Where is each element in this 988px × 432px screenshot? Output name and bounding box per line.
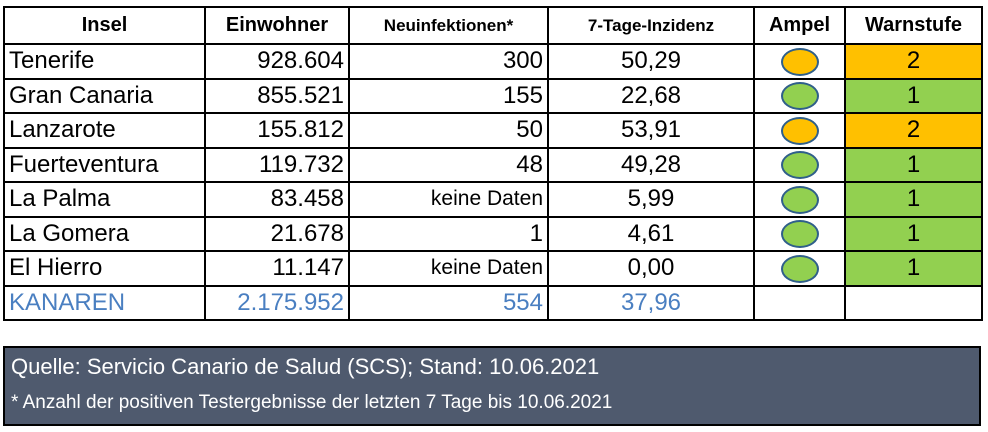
cell-inzidenz: 5,99 xyxy=(547,181,755,218)
total-ampel-empty xyxy=(753,284,846,321)
cell-neuinfektionen: 155 xyxy=(348,77,549,114)
cell-warnstufe: 1 xyxy=(844,181,983,218)
covid-table: Insel Einwohner Neuinfektionen* 7-Tage-I… xyxy=(3,6,983,321)
cell-einwohner: 21.678 xyxy=(204,215,350,252)
header-insel: Insel xyxy=(3,6,206,45)
header-neuinfektionen: Neuinfektionen* xyxy=(348,6,549,45)
total-inzidenz: 37,96 xyxy=(547,284,755,321)
table-row: Fuerteventura 119.732 48 49,28 1 xyxy=(3,146,983,183)
cell-neuinfektionen: keine Daten xyxy=(348,250,549,287)
cell-insel: La Palma xyxy=(3,181,206,218)
covid-table-container: Insel Einwohner Neuinfektionen* 7-Tage-I… xyxy=(3,6,983,321)
cell-neuinfektionen: keine Daten xyxy=(348,181,549,218)
cell-insel: Tenerife xyxy=(3,43,206,80)
cell-einwohner: 11.147 xyxy=(204,250,350,287)
cell-warnstufe: 1 xyxy=(844,77,983,114)
cell-einwohner: 83.458 xyxy=(204,181,350,218)
cell-inzidenz: 0,00 xyxy=(547,250,755,287)
cell-einwohner: 928.604 xyxy=(204,43,350,80)
cell-inzidenz: 49,28 xyxy=(547,146,755,183)
cell-warnstufe: 1 xyxy=(844,250,983,287)
total-insel: KANAREN xyxy=(3,284,206,321)
cell-ampel xyxy=(753,112,846,149)
total-neuinfektionen: 554 xyxy=(348,284,549,321)
header-inzidenz: 7-Tage-Inzidenz xyxy=(547,6,755,45)
cell-ampel xyxy=(753,250,846,287)
traffic-light-icon xyxy=(780,116,819,145)
cell-ampel xyxy=(753,215,846,252)
cell-einwohner: 855.521 xyxy=(204,77,350,114)
cell-neuinfektionen: 50 xyxy=(348,112,549,149)
table-row: Gran Canaria 855.521 155 22,68 1 xyxy=(3,77,983,114)
header-row: Insel Einwohner Neuinfektionen* 7-Tage-I… xyxy=(3,6,983,45)
cell-inzidenz: 22,68 xyxy=(547,77,755,114)
traffic-light-icon xyxy=(780,82,819,111)
traffic-light-icon xyxy=(780,254,819,283)
cell-warnstufe: 1 xyxy=(844,215,983,252)
footnote-text: * Anzahl der positiven Testergebnisse de… xyxy=(11,392,613,413)
source-footer: Quelle: Servicio Canario de Salud (SCS);… xyxy=(3,346,981,426)
cell-inzidenz: 4,61 xyxy=(547,215,755,252)
total-warnstufe-empty xyxy=(844,284,983,321)
cell-inzidenz: 50,29 xyxy=(547,43,755,80)
traffic-light-icon xyxy=(780,220,819,249)
cell-einwohner: 119.732 xyxy=(204,146,350,183)
cell-warnstufe: 2 xyxy=(844,112,983,149)
cell-neuinfektionen: 48 xyxy=(348,146,549,183)
cell-neuinfektionen: 1 xyxy=(348,215,549,252)
traffic-light-icon xyxy=(780,185,819,214)
table-row: Tenerife 928.604 300 50,29 2 xyxy=(3,43,983,80)
table-row: El Hierro 11.147 keine Daten 0,00 1 xyxy=(3,250,983,287)
cell-ampel xyxy=(753,77,846,114)
cell-ampel xyxy=(753,146,846,183)
cell-einwohner: 155.812 xyxy=(204,112,350,149)
cell-neuinfektionen: 300 xyxy=(348,43,549,80)
header-einwohner: Einwohner xyxy=(204,6,350,45)
cell-insel: La Gomera xyxy=(3,215,206,252)
table-row: La Gomera 21.678 1 4,61 1 xyxy=(3,215,983,252)
header-ampel: Ampel xyxy=(753,6,846,45)
cell-insel: El Hierro xyxy=(3,250,206,287)
table-row: La Palma 83.458 keine Daten 5,99 1 xyxy=(3,181,983,218)
cell-inzidenz: 53,91 xyxy=(547,112,755,149)
traffic-light-icon xyxy=(780,151,819,180)
cell-warnstufe: 2 xyxy=(844,43,983,80)
cell-insel: Lanzarote xyxy=(3,112,206,149)
table-row: Lanzarote 155.812 50 53,91 2 xyxy=(3,112,983,149)
total-einwohner: 2.175.952 xyxy=(204,284,350,321)
traffic-light-icon xyxy=(780,47,819,76)
source-text: Quelle: Servicio Canario de Salud (SCS);… xyxy=(11,354,600,379)
total-row: KANAREN 2.175.952 554 37,96 xyxy=(3,284,983,321)
cell-ampel xyxy=(753,43,846,80)
cell-warnstufe: 1 xyxy=(844,146,983,183)
header-warnstufe: Warnstufe xyxy=(844,6,983,45)
table-body: Tenerife 928.604 300 50,29 2 Gran Canaria 855.… xyxy=(3,43,983,321)
cell-insel: Gran Canaria xyxy=(3,77,206,114)
cell-insel: Fuerteventura xyxy=(3,146,206,183)
cell-ampel xyxy=(753,181,846,218)
